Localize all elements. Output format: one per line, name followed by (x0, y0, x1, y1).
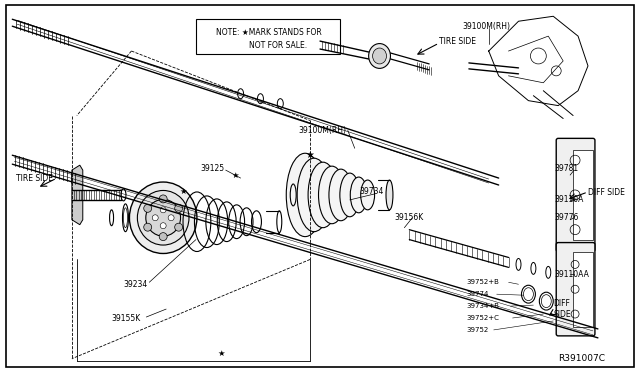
Text: 39100M(RH): 39100M(RH) (462, 22, 510, 31)
Circle shape (175, 204, 182, 212)
Circle shape (160, 223, 166, 229)
Circle shape (144, 223, 152, 231)
FancyBboxPatch shape (556, 243, 595, 336)
Ellipse shape (361, 180, 374, 210)
Text: 39752+C: 39752+C (467, 315, 500, 321)
FancyBboxPatch shape (556, 138, 595, 251)
Ellipse shape (369, 44, 390, 68)
Text: ★: ★ (306, 150, 314, 160)
Circle shape (160, 207, 166, 213)
Polygon shape (573, 228, 583, 281)
Text: 39781: 39781 (554, 164, 579, 173)
Text: 39734: 39734 (360, 187, 384, 196)
Ellipse shape (340, 173, 360, 217)
Ellipse shape (350, 177, 367, 213)
Ellipse shape (319, 166, 346, 224)
Ellipse shape (372, 48, 387, 64)
Text: DIFF SIDE: DIFF SIDE (588, 189, 625, 198)
Text: 39752+B: 39752+B (467, 279, 500, 285)
Text: ★: ★ (232, 171, 239, 180)
Ellipse shape (386, 180, 393, 210)
Circle shape (159, 195, 167, 203)
Bar (196, 19, 340, 54)
Ellipse shape (308, 162, 338, 228)
Text: 39752: 39752 (467, 327, 489, 333)
Ellipse shape (329, 169, 353, 221)
Circle shape (144, 204, 152, 212)
Text: 39110A: 39110A (554, 195, 584, 204)
Text: 39234: 39234 (124, 280, 148, 289)
Text: 39156K: 39156K (394, 213, 424, 222)
Text: 39155K: 39155K (111, 314, 141, 324)
Text: DIFF
SIDE: DIFF SIDE (553, 299, 571, 319)
Ellipse shape (138, 190, 189, 245)
Ellipse shape (129, 182, 197, 253)
Text: TIRE SIDE: TIRE SIDE (16, 174, 53, 183)
Circle shape (159, 232, 167, 241)
Ellipse shape (286, 153, 324, 237)
Text: 39776: 39776 (554, 213, 579, 222)
Text: 39734+B: 39734+B (467, 303, 500, 309)
Text: TIRE SIDE: TIRE SIDE (439, 36, 476, 46)
Text: NOT FOR SALE.: NOT FOR SALE. (230, 41, 307, 49)
Text: ★: ★ (217, 349, 225, 358)
Text: 39110AA: 39110AA (554, 270, 589, 279)
Circle shape (152, 215, 158, 221)
Ellipse shape (146, 199, 180, 236)
Text: 39774: 39774 (467, 291, 489, 297)
Text: R391007C: R391007C (558, 354, 605, 363)
Bar (573, 251, 593, 327)
Text: 39125: 39125 (201, 164, 225, 173)
Text: 39100M(RH): 39100M(RH) (298, 126, 346, 135)
Circle shape (175, 223, 182, 231)
Bar (573, 150, 593, 240)
Ellipse shape (297, 158, 331, 232)
Polygon shape (72, 165, 83, 225)
Circle shape (168, 215, 174, 221)
Text: NOTE: ★MARK STANDS FOR: NOTE: ★MARK STANDS FOR (216, 28, 321, 37)
Text: ★: ★ (179, 187, 187, 196)
